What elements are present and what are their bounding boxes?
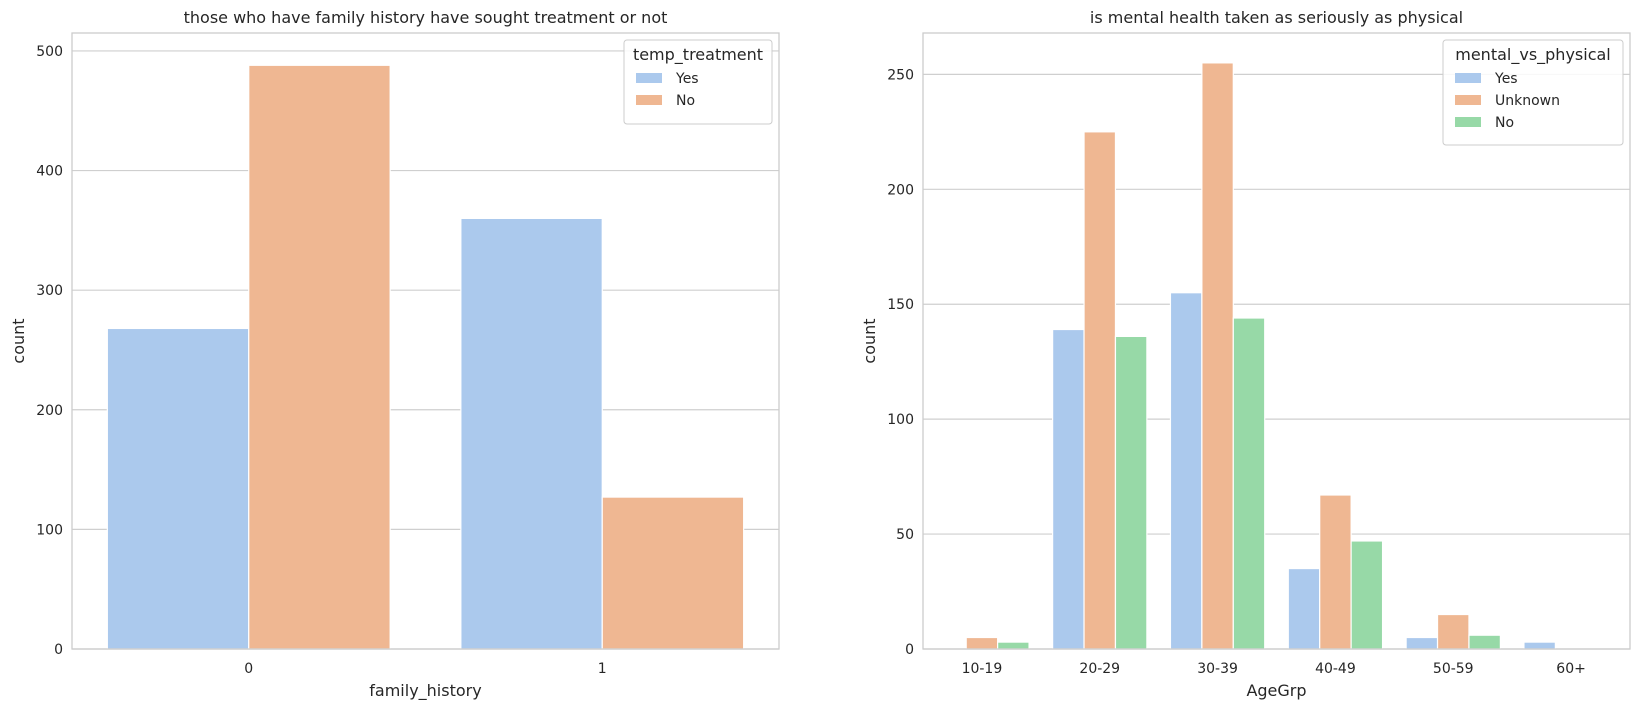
bar-unknown-50-59 xyxy=(1436,613,1470,650)
bar-no-10-19 xyxy=(997,641,1030,650)
bar-no-50-59 xyxy=(1468,634,1501,650)
bars xyxy=(965,62,1556,650)
x-tick-label: 50-59 xyxy=(1433,661,1474,677)
x-tick-label: 20-29 xyxy=(1079,661,1120,677)
bars xyxy=(106,64,745,650)
legend-label: Yes xyxy=(1494,71,1518,87)
legend-swatch-yes xyxy=(636,73,662,83)
y-tick-label: 0 xyxy=(54,642,63,658)
bar-unknown-20-29 xyxy=(1083,131,1117,650)
chart-2: 0 50 100 150 200 250 10-19 20-29 30-39 40-49 50-59… xyxy=(860,8,1631,700)
x-axis-label: AgeGrp xyxy=(1246,681,1306,700)
bar-no-40-49 xyxy=(1350,540,1384,650)
y-tick-label: 100 xyxy=(887,412,914,428)
x-tick-label: 0 xyxy=(244,661,253,677)
bar-no-1 xyxy=(601,496,745,650)
legend-title: temp_treatment xyxy=(633,45,763,65)
x-tick-label: 10-19 xyxy=(962,661,1003,677)
legend-label: No xyxy=(1495,115,1514,131)
y-tick-label: 200 xyxy=(887,182,914,198)
y-tick-label: 250 xyxy=(887,67,914,83)
bar-no-0 xyxy=(248,64,391,650)
y-tick-label: 300 xyxy=(36,283,63,299)
chart-1: 0 100 200 300 400 500 0 1 those who have family … xyxy=(9,8,780,701)
y-tick-label: 100 xyxy=(36,522,63,538)
bar-yes-0 xyxy=(106,327,250,650)
legend-box xyxy=(1442,39,1624,146)
x-tick-label: 60+ xyxy=(1556,661,1586,677)
legend-swatch-no xyxy=(636,95,662,105)
legend-label: No xyxy=(676,93,695,109)
y-tick-label: 50 xyxy=(896,527,914,543)
y-axis-label: count xyxy=(860,318,879,363)
x-tick-label: 1 xyxy=(598,661,607,677)
y-tick-label: 150 xyxy=(887,297,914,313)
y-axis-label: count xyxy=(9,318,28,363)
gridlines xyxy=(923,73,1630,650)
legend: temp_treatment Yes No xyxy=(623,39,773,125)
bar-yes-50-59 xyxy=(1405,636,1439,650)
bar-unknown-40-49 xyxy=(1319,494,1352,650)
bar-yes-40-49 xyxy=(1287,567,1321,650)
chart-title: those who have family history have sough… xyxy=(184,8,668,27)
bar-yes-1 xyxy=(460,217,603,650)
legend-title: mental_vs_physical xyxy=(1455,45,1611,65)
legend-label: Yes xyxy=(675,71,699,87)
legend-swatch-yes xyxy=(1455,73,1481,83)
y-tick-label: 200 xyxy=(36,403,63,419)
plot-frame xyxy=(71,32,780,650)
bar-yes-20-29 xyxy=(1052,328,1085,650)
chart-title: is mental health taken as seriously as p… xyxy=(1090,8,1463,27)
bar-no-20-29 xyxy=(1114,335,1148,650)
x-tick-label: 30-39 xyxy=(1197,661,1238,677)
y-tick-label: 0 xyxy=(905,642,914,658)
bar-unknown-30-39 xyxy=(1201,62,1234,650)
x-axis-label: family_history xyxy=(369,681,481,701)
legend-label: Unknown xyxy=(1495,93,1560,109)
bar-yes-60+ xyxy=(1523,641,1556,650)
bar-unknown-10-19 xyxy=(965,636,999,650)
legend-swatch-no xyxy=(1455,117,1481,127)
bar-no-30-39 xyxy=(1232,317,1266,650)
plot-frame xyxy=(922,32,1631,650)
legend-swatch-unknown xyxy=(1455,95,1481,105)
y-tick-label: 400 xyxy=(36,164,63,180)
x-tick-label: 40-49 xyxy=(1315,661,1356,677)
bar-yes-30-39 xyxy=(1169,292,1203,650)
legend: mental_vs_physical Yes Unknown No xyxy=(1442,39,1624,146)
y-tick-label: 500 xyxy=(36,44,63,60)
